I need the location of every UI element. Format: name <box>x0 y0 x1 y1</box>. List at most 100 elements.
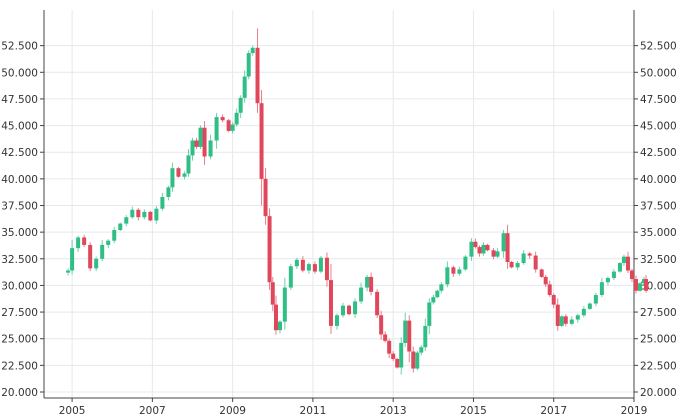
candle-down <box>202 127 207 157</box>
candle-down <box>543 276 548 285</box>
candle-down <box>347 305 352 315</box>
candle-down <box>411 351 416 369</box>
candle-up <box>463 256 468 270</box>
candle-up <box>294 259 299 267</box>
candle-up <box>403 320 408 343</box>
candle-up <box>427 302 432 326</box>
candle-up <box>66 270 71 273</box>
y-tick-label-left: 32.500 <box>1 254 38 266</box>
x-tick-label: 2013 <box>380 405 407 417</box>
candle-up <box>76 237 81 249</box>
candle-down <box>509 261 514 268</box>
candle-down <box>533 255 538 270</box>
candle-down <box>226 120 231 131</box>
candle-up <box>182 173 187 177</box>
candle-down <box>273 304 278 331</box>
candle-up <box>435 290 440 298</box>
y-tick-label-right: 42.500 <box>640 147 677 159</box>
candle-down <box>324 257 329 281</box>
candle-up <box>142 211 147 218</box>
grid-lines <box>44 10 635 398</box>
candle-up <box>112 230 117 241</box>
candle-down <box>391 353 396 359</box>
candle-down <box>387 340 392 354</box>
candle-down <box>259 103 264 179</box>
candle-up <box>166 187 171 197</box>
candle-down <box>477 247 482 254</box>
y-tick-label-right: 37.500 <box>640 201 677 213</box>
candle-down <box>625 256 630 271</box>
candle-up <box>599 282 604 296</box>
candle-up <box>214 117 219 141</box>
candle-up <box>208 140 213 157</box>
y-tick-label-right: 30.000 <box>640 280 677 292</box>
candle-up <box>642 279 647 284</box>
candle-down <box>82 237 87 245</box>
candle-down <box>473 241 478 248</box>
x-tick-label: 2015 <box>460 405 487 417</box>
y-tick-label-right: 40.000 <box>640 174 677 186</box>
candle-up <box>445 267 450 285</box>
candle-down <box>491 250 496 257</box>
candle-up <box>415 352 420 369</box>
y-tick-label-right: 27.500 <box>640 307 677 319</box>
tick-labels: 20.000 20.000 22.500 22.500 25.000 25.000 27.5… <box>1 41 677 417</box>
candle-up <box>481 244 486 254</box>
candle-up <box>399 342 404 368</box>
candle-up <box>124 217 129 224</box>
y-tick-label-right: 25.000 <box>640 334 677 346</box>
candle-down <box>395 358 400 368</box>
y-tick-label-right: 22.500 <box>640 360 677 372</box>
candle-up <box>154 208 159 221</box>
candle-up <box>282 287 287 322</box>
candle-up <box>617 263 622 272</box>
candle-up <box>419 347 424 353</box>
candle-down <box>220 117 225 121</box>
candle-down <box>644 279 649 291</box>
candle-up <box>611 271 616 278</box>
candle-down <box>485 244 490 251</box>
candle-up <box>186 155 191 174</box>
candle-up <box>423 325 428 348</box>
y-tick-label-left: 25.000 <box>1 334 38 346</box>
candle-down <box>255 47 260 104</box>
candle-down <box>451 267 456 274</box>
candle-up <box>365 276 370 288</box>
candle-up <box>334 315 339 326</box>
y-tick-label-left: 45.000 <box>1 121 38 133</box>
x-tick-label: 2009 <box>219 405 246 417</box>
candle-down <box>148 211 153 221</box>
y-tick-label-left: 35.000 <box>1 227 38 239</box>
candle-up <box>242 76 247 98</box>
y-tick-label-right: 32.500 <box>640 254 677 266</box>
y-tick-label-left: 47.500 <box>1 94 38 106</box>
candle-up <box>234 112 239 125</box>
candle-down <box>369 276 374 292</box>
y-tick-label-left: 22.500 <box>1 360 38 372</box>
candle-down <box>383 334 388 341</box>
candle-up <box>621 256 626 264</box>
candle-up <box>198 127 203 147</box>
candle-down <box>176 168 181 177</box>
candle-up <box>581 308 586 316</box>
candle-down <box>312 264 317 272</box>
candle-up <box>359 287 364 302</box>
y-tick-label-left: 30.000 <box>1 280 38 292</box>
x-tick-label: 2007 <box>139 405 166 417</box>
candle-up <box>238 97 243 113</box>
candle-down <box>551 295 556 305</box>
candle-up <box>457 269 462 274</box>
candle-up <box>515 263 520 268</box>
y-tick-label-left: 20.000 <box>1 387 38 399</box>
y-tick-label-left: 27.500 <box>1 307 38 319</box>
candle-up <box>250 47 255 54</box>
y-tick-label-right: 20.000 <box>640 387 677 399</box>
y-tick-label-right: 50.000 <box>640 67 677 79</box>
candle-up <box>278 321 282 331</box>
candle-down <box>270 282 275 305</box>
candle-down <box>136 209 141 218</box>
candle-up <box>353 301 358 315</box>
candle-up <box>288 266 293 288</box>
x-tick-label: 2005 <box>59 405 86 417</box>
